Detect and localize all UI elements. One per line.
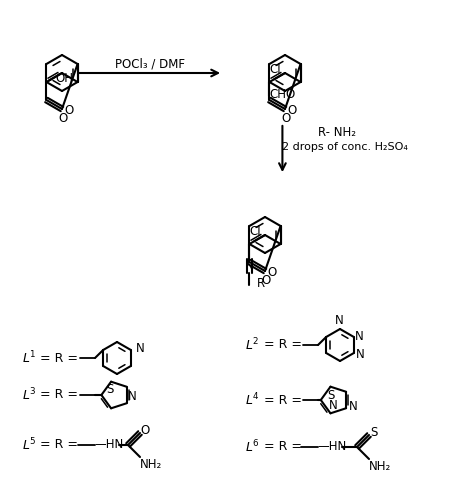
Text: O: O <box>261 274 271 286</box>
Text: O: O <box>140 424 150 438</box>
Text: S: S <box>106 383 114 396</box>
Text: Cl: Cl <box>269 63 281 76</box>
Text: N: N <box>329 399 338 412</box>
Text: 2 drops of conc. H₂SO₄: 2 drops of conc. H₂SO₄ <box>282 142 408 152</box>
Text: NH₂: NH₂ <box>369 460 391 472</box>
Text: $L^5$: $L^5$ <box>22 436 37 454</box>
Text: N: N <box>136 342 144 355</box>
Text: $L^4$: $L^4$ <box>245 392 260 408</box>
Text: $L^6$: $L^6$ <box>245 438 260 456</box>
Text: N: N <box>349 400 357 412</box>
Text: N: N <box>245 260 254 272</box>
Text: = R =: = R = <box>40 388 78 402</box>
Text: S: S <box>371 426 378 440</box>
Text: POCl₃ / DMF: POCl₃ / DMF <box>114 58 184 70</box>
Text: N: N <box>355 330 363 342</box>
Text: O: O <box>267 266 277 278</box>
Text: = R =: = R = <box>40 438 78 452</box>
Text: = R =: = R = <box>264 440 302 454</box>
Text: CHO: CHO <box>269 88 295 101</box>
Text: R- NH₂: R- NH₂ <box>318 126 356 140</box>
Text: = R =: = R = <box>40 352 78 364</box>
Text: Cl: Cl <box>250 225 261 238</box>
Text: = R =: = R = <box>264 394 302 406</box>
Text: —HN: —HN <box>94 438 124 452</box>
Text: NH₂: NH₂ <box>140 458 162 470</box>
Text: O: O <box>281 112 291 124</box>
Text: S: S <box>327 389 334 402</box>
Text: O: O <box>64 104 74 117</box>
Text: $L^3$: $L^3$ <box>22 386 37 404</box>
Text: O: O <box>58 112 68 124</box>
Text: = R =: = R = <box>264 338 302 351</box>
Text: $L^1$: $L^1$ <box>22 350 37 366</box>
Text: N: N <box>334 314 343 328</box>
Text: OH: OH <box>56 72 74 85</box>
Text: O: O <box>287 104 296 117</box>
Text: —HN: —HN <box>318 440 347 454</box>
Text: R: R <box>257 277 265 290</box>
Text: N: N <box>356 348 364 360</box>
Text: $L^2$: $L^2$ <box>245 336 259 353</box>
Text: N: N <box>129 390 137 402</box>
